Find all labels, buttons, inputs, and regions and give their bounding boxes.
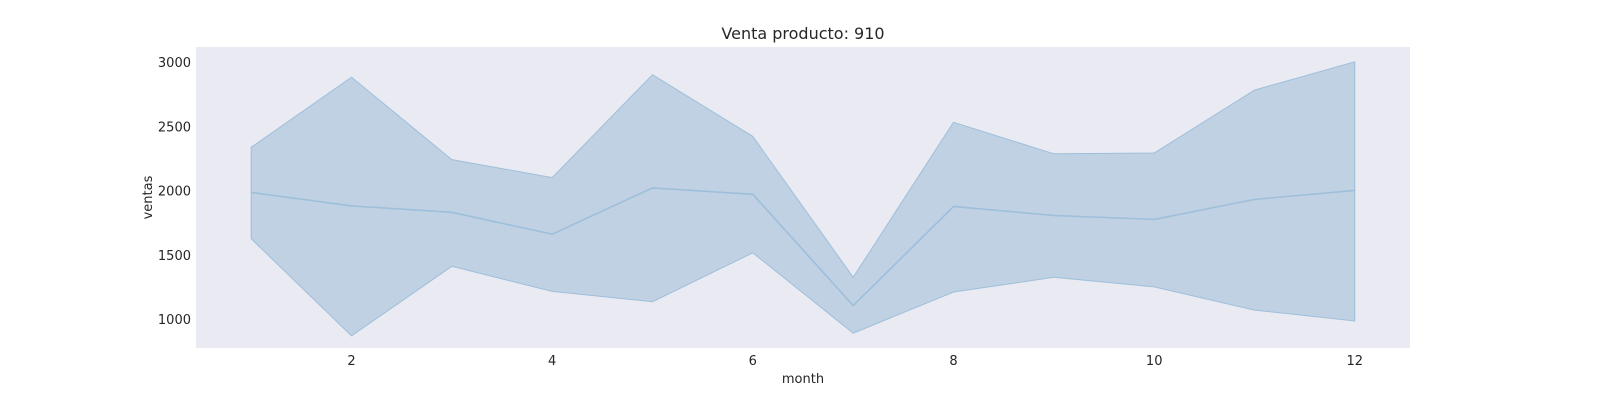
- data-point: [1353, 188, 1357, 192]
- data-point: [851, 304, 855, 308]
- y-tick-label: 1500: [158, 249, 191, 264]
- y-tick-label: 3000: [158, 56, 191, 71]
- x-tick-label: 4: [548, 354, 556, 369]
- y-axis-title: ventas: [141, 175, 156, 219]
- data-point: [751, 192, 755, 196]
- data-point: [1253, 197, 1257, 201]
- x-tick-label: 10: [1146, 354, 1163, 369]
- data-point: [651, 186, 655, 190]
- y-tick-label: 1000: [158, 313, 191, 328]
- data-point: [952, 205, 956, 209]
- data-point: [249, 190, 253, 194]
- data-point: [350, 204, 354, 208]
- x-axis-ticks: 2 4 6 8 10 12: [347, 354, 1363, 369]
- series-line-layer: [249, 186, 1357, 308]
- x-tick-label: 2: [347, 354, 355, 369]
- y-axis-ticks: 1000 1500 2000 2500 3000: [158, 56, 191, 328]
- data-point: [1152, 217, 1156, 221]
- data-point: [550, 232, 554, 236]
- series-line: [251, 187, 1355, 307]
- x-tick-label: 12: [1347, 354, 1364, 369]
- confidence-band: [250, 61, 1356, 337]
- y-tick-label: 2500: [158, 120, 191, 135]
- x-tick-label: 6: [749, 354, 757, 369]
- chart-title: Venta producto: 910: [721, 24, 884, 43]
- confidence-band-layer: [250, 61, 1356, 337]
- data-point: [450, 210, 454, 214]
- y-tick-label: 2000: [158, 185, 191, 200]
- x-axis-title: month: [782, 372, 824, 387]
- data-point: [1052, 214, 1056, 218]
- x-tick-label: 8: [949, 354, 957, 369]
